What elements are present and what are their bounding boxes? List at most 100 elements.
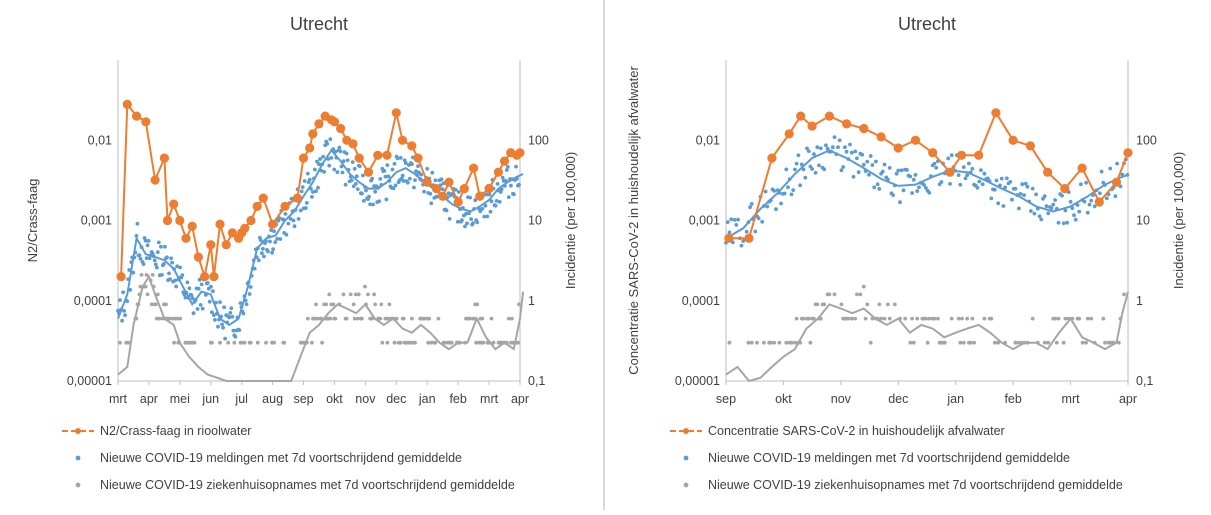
cases-point [1037,214,1042,219]
wastewater-point [438,191,448,201]
cases-point [291,218,296,223]
hospital-point [172,340,177,345]
cases-point [364,188,368,193]
cases-point [125,299,130,304]
wastewater-point [150,175,160,185]
cases-point [877,187,882,191]
cases-point [774,207,778,212]
cases-point [368,202,372,207]
cases-point [1108,166,1113,171]
cases-point [500,175,505,180]
legend-marker [75,428,81,434]
cases-point [395,156,400,161]
cases-point [315,159,319,164]
cases-point [484,192,489,197]
cases-point [784,167,789,172]
cases-point [419,172,423,177]
cases-point [756,216,761,221]
wastewater-point [767,153,777,163]
cases-point [284,232,289,237]
y2-tick-label: 100 [528,133,549,147]
cases-point [1113,194,1118,199]
cases-point [805,146,809,151]
hospital-point [1046,340,1051,345]
cases-point [338,149,343,154]
cases-point [325,141,330,146]
hospital-point [160,316,164,321]
cases-point [259,238,263,243]
hospital-point [961,340,966,345]
cases-point [1115,161,1119,166]
wastewater-point [132,111,142,121]
cases-point [414,169,418,174]
cases-point [195,307,200,311]
legend-symbol [62,428,94,434]
cases-point [1030,186,1035,191]
cases-point [412,185,416,190]
wastewater-point [305,143,315,153]
cases-point [1092,204,1097,209]
hospital-point [242,340,247,345]
wastewater-point [744,233,754,243]
wastewater-point [162,215,173,226]
x-tick-label: okt [775,392,792,406]
hospital-point [178,316,183,321]
cases-point [932,161,937,166]
cases-point [392,161,397,166]
cases-point [489,199,494,204]
cases-point [405,180,410,185]
legend-label: Concentratie SARS-CoV-2 in huishoudelijk… [708,424,1005,438]
cases-point [340,170,345,175]
hospital-point [164,302,168,307]
cases-point [137,253,142,258]
cases-point [211,289,215,294]
wastewater-point [796,111,806,121]
legend-label: N2/Crass-faag in rioolwater [100,424,252,438]
cases-point [793,167,797,172]
hospital-point [777,340,782,345]
cases-point [482,214,487,219]
cases-point [753,229,758,234]
cases-point [244,302,249,307]
wastewater-point [122,99,132,109]
cases-point [977,179,982,184]
hospital-point [865,302,870,307]
hospital-point [155,292,160,297]
series-cases-trend [117,148,524,327]
cases-point [354,174,359,179]
cases-point [967,161,971,166]
hospital-point [491,340,496,345]
cases-point [1044,204,1049,209]
cases-point [1089,198,1094,203]
wastewater-point [298,153,309,163]
cases-point [343,182,348,187]
cases-point [198,303,203,307]
hospital-point [927,316,932,321]
legend-symbol [683,455,689,461]
wastewater-point [431,184,442,194]
hospital-point [1089,316,1094,321]
hospital-point [762,340,766,345]
cases-point [292,224,297,229]
cases-point [335,170,340,175]
cases-point [887,166,892,170]
cases-point [310,195,314,199]
cases-point [910,191,914,195]
wastewater-point [280,201,290,211]
cases-point [218,300,222,304]
x-tick-label: jun [201,392,219,406]
hospital-point [863,316,868,321]
cases-point [799,162,804,167]
hospital-point [150,273,155,277]
hospital-point [806,316,811,321]
cases-point [268,239,272,244]
cases-point [416,164,420,169]
hospital-point [755,340,759,345]
cases-point [169,256,174,261]
cases-point [329,156,334,160]
cases-point [865,159,870,164]
cases-point [917,185,921,190]
wastewater-point [252,201,262,211]
y-axis-label: Concentratie SARS-CoV-2 in huishoudelijk… [626,66,641,375]
cases-point [233,334,238,339]
